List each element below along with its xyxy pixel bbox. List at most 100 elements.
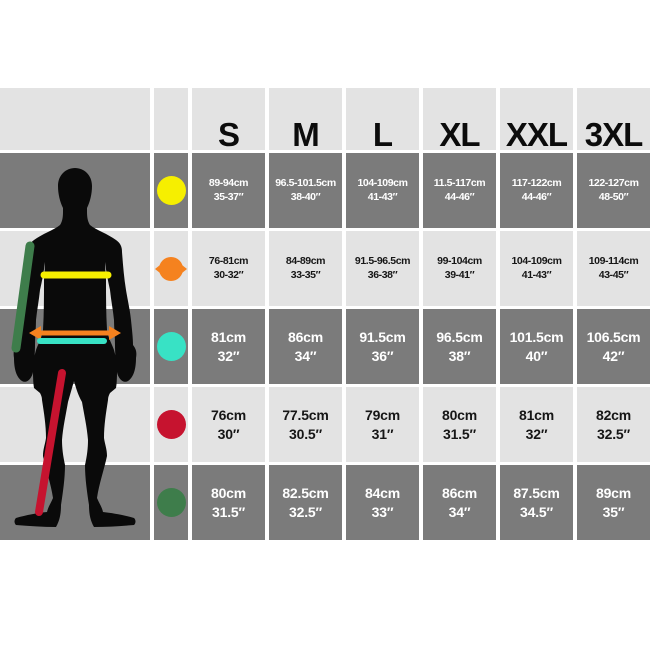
- measurement-cm: 76-81cm: [208, 254, 249, 267]
- size-column-header: M: [269, 88, 342, 153]
- measurement-cm: 96.5-101.5cm: [275, 176, 336, 189]
- measurement-cm: 96.5cm: [436, 329, 483, 346]
- green-circle-icon: [156, 488, 186, 517]
- measurement-cm: 91.5cm: [359, 329, 406, 346]
- measurement-in: 44-46″: [444, 190, 475, 203]
- measurement-in: 31.5″: [212, 503, 245, 520]
- measurement-cm: 104-109cm: [357, 176, 408, 189]
- measurement-cm: 80cm: [441, 407, 477, 424]
- measurement-cm: 99-104cm: [437, 254, 482, 267]
- measurement-cm: 11.5-117cm: [433, 176, 486, 189]
- marker-cell: [154, 231, 188, 306]
- measurement-cell: 80cm 31.5″: [192, 465, 265, 540]
- measurement-cm: 87.5cm: [513, 485, 560, 502]
- measurement-cm: 91.5-96.5cm: [354, 254, 411, 267]
- measurement-cell: 122-127cm 48-50″: [577, 153, 650, 228]
- measurement-in: 41-43″: [521, 268, 552, 281]
- measurement-cell: 87.5cm 34.5″: [500, 465, 573, 540]
- measurement-cm: 86cm: [287, 329, 323, 346]
- measurement-cell: 84cm 33″: [346, 465, 419, 540]
- measurement-in: 30″: [217, 425, 240, 442]
- measurement-cm: 84cm: [364, 485, 400, 502]
- measurement-in: 42″: [602, 347, 625, 364]
- measurement-in: 34″: [294, 347, 317, 364]
- measurement-cm: 109-114cm: [588, 254, 639, 267]
- figure-column-band: [0, 387, 150, 462]
- measurement-cm: 122-127cm: [588, 176, 639, 189]
- measurement-cell: 117-122cm 44-46″: [500, 153, 573, 228]
- measurement-cell: 91.5-96.5cm 36-38″: [346, 231, 419, 306]
- measurement-cell: 89cm 35″: [577, 465, 650, 540]
- measurement-in: 33-35″: [290, 268, 321, 281]
- marker-column-header: [154, 88, 188, 150]
- measurement-in: 30-32″: [213, 268, 244, 281]
- measurement-in: 40″: [525, 347, 548, 364]
- measurement-cell: 76-81cm 30-32″: [192, 231, 265, 306]
- measurement-in: 44-46″: [521, 190, 552, 203]
- figure-column-band: [0, 309, 150, 384]
- measurement-cell: 91.5cm 36″: [346, 309, 419, 384]
- figure-column-header: [0, 88, 150, 150]
- measurement-in: 36″: [371, 347, 394, 364]
- marker-cell: [154, 153, 188, 228]
- measurement-in: 34″: [448, 503, 471, 520]
- size-label: M: [292, 115, 319, 153]
- measurement-cm: 104-109cm: [511, 254, 562, 267]
- measurement-in: 48-50″: [598, 190, 629, 203]
- measurement-cell: 86cm 34″: [423, 465, 496, 540]
- size-label: L: [372, 115, 393, 153]
- measurement-cm: 101.5cm: [509, 329, 564, 346]
- measurement-cell: 101.5cm 40″: [500, 309, 573, 384]
- measurement-cm: 117-122cm: [511, 176, 562, 189]
- measurement-cm: 89-94cm: [208, 176, 249, 189]
- measurement-in: 32″: [217, 347, 240, 364]
- measurement-cm: 79cm: [364, 407, 400, 424]
- measurement-cm: 81cm: [518, 407, 554, 424]
- measurement-cell: 11.5-117cm 44-46″: [423, 153, 496, 228]
- marker-cell: [154, 309, 188, 384]
- measurement-cell: 96.5cm 38″: [423, 309, 496, 384]
- measurement-cell: 106.5cm 42″: [577, 309, 650, 384]
- measurement-in: 39-41″: [444, 268, 475, 281]
- measurement-cm: 106.5cm: [586, 329, 641, 346]
- size-label: XL: [439, 115, 480, 153]
- measurement-in: 43-45″: [598, 268, 629, 281]
- size-label: XXL: [505, 115, 568, 153]
- measurement-cell: 81cm 32″: [500, 387, 573, 462]
- measurement-in: 41-43″: [367, 190, 398, 203]
- size-label: S: [217, 115, 240, 153]
- measurement-cell: 82cm 32.5″: [577, 387, 650, 462]
- teal-circle-icon: [156, 332, 186, 361]
- measurement-cell: 80cm 31.5″: [423, 387, 496, 462]
- size-label: 3XL: [584, 115, 644, 153]
- red-circle-icon: [156, 410, 186, 439]
- measurement-cell: 104-109cm 41-43″: [346, 153, 419, 228]
- size-column-header: S: [192, 88, 265, 153]
- measurement-cell: 84-89cm 33-35″: [269, 231, 342, 306]
- measurement-cm: 86cm: [441, 485, 477, 502]
- measurement-in: 38″: [448, 347, 471, 364]
- measurement-cell: 99-104cm 39-41″: [423, 231, 496, 306]
- figure-column-band: [0, 465, 150, 540]
- measurement-cm: 84-89cm: [285, 254, 326, 267]
- measurement-in: 36-38″: [367, 268, 398, 281]
- size-column-header: XL: [423, 88, 496, 153]
- measurement-in: 38-40″: [290, 190, 321, 203]
- figure-column-band: [0, 153, 150, 228]
- measurement-cell: 96.5-101.5cm 38-40″: [269, 153, 342, 228]
- measurement-in: 35-37″: [213, 190, 244, 203]
- measurement-in: 30.5″: [289, 425, 322, 442]
- measurement-in: 32.5″: [289, 503, 322, 520]
- measurement-in: 31.5″: [443, 425, 476, 442]
- orange-pointed-circle-icon: [155, 256, 187, 281]
- measurement-cm: 82cm: [595, 407, 631, 424]
- size-column-header: L: [346, 88, 419, 153]
- measurement-cm: 82.5cm: [282, 485, 329, 502]
- measurement-cm: 89cm: [595, 485, 631, 502]
- measurement-cell: 76cm 30″: [192, 387, 265, 462]
- figure-column-band: [0, 231, 150, 306]
- size-column-header: XXL: [500, 88, 573, 153]
- yellow-circle-icon: [156, 176, 186, 205]
- marker-cell: [154, 465, 188, 540]
